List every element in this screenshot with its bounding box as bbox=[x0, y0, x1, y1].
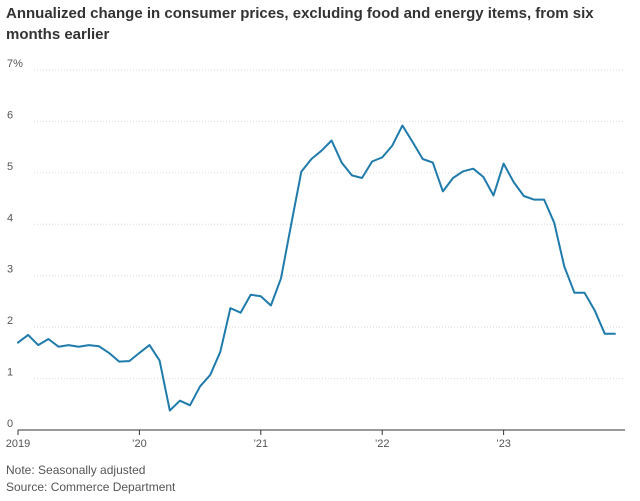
y-tick-label-3: 3 bbox=[7, 264, 13, 276]
series-group bbox=[17, 124, 616, 412]
y-tick-label-2: 2 bbox=[7, 315, 13, 327]
x-tick-label-2022: ’22 bbox=[375, 438, 390, 450]
x-tick-label-2021: ’21 bbox=[253, 438, 268, 450]
y-tick-label-4: 4 bbox=[7, 212, 13, 224]
chart-footer: Note: Seasonally adjusted Source: Commer… bbox=[6, 462, 175, 496]
x-tick-label-2020: ’20 bbox=[132, 438, 147, 450]
series-line-0 bbox=[17, 124, 616, 412]
y-tick-label-7: 7% bbox=[7, 58, 23, 70]
x-tick-label-2023: ’23 bbox=[496, 438, 511, 450]
grid-lines bbox=[34, 69, 625, 380]
y-axis-labels: 0 1 2 3 4 5 6 7% bbox=[7, 58, 23, 430]
line-chart: 0 1 2 3 4 5 6 7% 2019 ’20 ’21 ’22 ’23 bbox=[6, 58, 625, 450]
x-axis: 2019 ’20 ’21 ’22 ’23 bbox=[6, 429, 625, 450]
chart-note: Note: Seasonally adjusted bbox=[6, 463, 146, 477]
y-tick-label-1: 1 bbox=[7, 367, 13, 379]
y-tick-label-5: 5 bbox=[7, 161, 13, 173]
chart-title: Annualized change in consumer prices, ex… bbox=[6, 5, 594, 43]
x-tick-label-2019: 2019 bbox=[6, 438, 30, 450]
y-tick-label-6: 6 bbox=[7, 109, 13, 121]
chart-source: Source: Commerce Department bbox=[6, 480, 176, 494]
y-tick-label-0: 0 bbox=[7, 418, 13, 430]
